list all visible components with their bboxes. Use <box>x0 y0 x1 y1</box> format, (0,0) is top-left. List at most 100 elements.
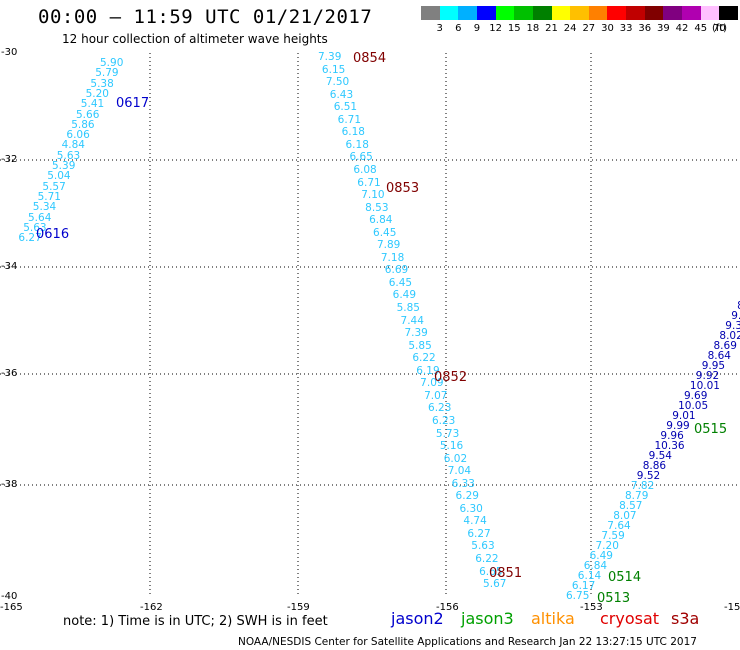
swh-value: 6.71 <box>337 113 362 126</box>
swh-value: 7.10 <box>361 189 385 202</box>
swh-value: 6.19 <box>416 364 440 377</box>
swh-value: 7.39 <box>318 51 342 63</box>
swh-value: 6.71 <box>357 176 381 189</box>
scale-swatch <box>719 6 739 20</box>
scale-label: 6 <box>455 23 462 34</box>
swh-value: 10.36 <box>654 440 685 452</box>
scale-label: 12 <box>489 23 502 34</box>
swh-value: 6.30 <box>459 502 483 515</box>
swh-value: 6.69 <box>384 264 409 277</box>
swh-value: 6.51 <box>333 101 358 114</box>
swh-value: 6.33 <box>451 477 475 490</box>
swh-value: 6.02 <box>443 452 468 465</box>
swh-value: 7.04 <box>447 465 472 478</box>
swh-value: 9.69 <box>684 390 708 402</box>
scale-swatch <box>644 6 664 20</box>
swh-value: 6.15 <box>321 63 346 76</box>
pass-time-label: 0617 <box>116 96 150 111</box>
swh-value: 8.53 <box>365 201 389 214</box>
scale-swatch <box>607 6 627 20</box>
swh-value: 9. <box>731 310 740 322</box>
swh-value: 8.86 <box>642 460 667 472</box>
swh-value: 9.01 <box>672 410 696 422</box>
swh-value: 6.84 <box>583 560 608 572</box>
swh-value: 6.65 <box>479 565 503 578</box>
swh-value: 9.54 <box>648 450 672 462</box>
swh-value: 6.29 <box>455 490 479 503</box>
latitude-label: -32 <box>1 154 18 165</box>
swh-value: 7.07 <box>424 389 448 402</box>
latitude-label: -30 <box>1 47 18 58</box>
swh-value: 6.49 <box>392 289 417 302</box>
swh-value: 10.05 <box>678 400 709 412</box>
swh-value: 5.04 <box>47 170 71 183</box>
swh-value: 8.69 <box>713 340 737 352</box>
swh-value: 6.84 <box>369 214 393 227</box>
swh-value: 5.85 <box>408 339 432 352</box>
swh-value: 7.50 <box>325 76 350 89</box>
scale-swatch <box>570 6 590 20</box>
scale-label: 33 <box>619 23 633 34</box>
pass-time-label: 0616 <box>36 227 70 242</box>
swh-value: 6.43 <box>329 88 354 101</box>
swh-value: 9.95 <box>701 360 726 372</box>
satellite-s3a: s3a <box>671 609 700 628</box>
swh-value: 6.65 <box>349 151 373 164</box>
swh-value: 7.39 <box>404 327 428 340</box>
swh-value: 6.08 <box>353 163 377 176</box>
swh-value: 7.64 <box>607 520 631 532</box>
swh-value: 5.85 <box>396 302 420 314</box>
swh-value: 6.27 <box>467 527 491 540</box>
satellite-altika: altika <box>531 609 575 628</box>
swh-value: 7.59 <box>601 530 625 542</box>
longitude-label: -15 <box>724 602 740 613</box>
swh-value: 5.63 <box>471 540 495 553</box>
scale-swatch <box>514 6 534 20</box>
swh-value: 6.18 <box>341 126 365 139</box>
satellite-cryosat: cryosat <box>600 609 660 628</box>
satellite-jason2: jason2 <box>391 609 444 628</box>
scale-label: 45 <box>694 23 708 34</box>
latitude-label: -36 <box>1 368 18 379</box>
scale-units: (ft) <box>712 23 728 34</box>
scale-swatch <box>532 6 553 20</box>
swh-value: 6.75 <box>566 590 590 602</box>
scale-swatch <box>700 6 720 20</box>
longitude-label: -156 <box>436 602 459 613</box>
longitude-label: -162 <box>140 602 163 613</box>
swh-value: 5.34 <box>32 201 57 214</box>
swh-value: 5.63 <box>23 221 47 234</box>
swh-value: 8.79 <box>625 490 649 502</box>
swh-value: 8.07 <box>613 510 637 522</box>
swh-value: 6.14 <box>577 570 602 582</box>
scale-label: 9 <box>473 23 481 34</box>
swh-value: 7.18 <box>380 251 405 264</box>
swh-value: 5.38 <box>90 77 114 90</box>
scale-swatch <box>421 6 441 20</box>
scale-label: 15 <box>507 23 521 34</box>
wave-height-color-scale: 3 6 9 12 15 18 21 24 27 30 33 36 39 42 45 70 <box>421 6 739 34</box>
scale-label: 21 <box>545 23 558 34</box>
swh-value: 4.74 <box>463 515 487 528</box>
scale-swatch <box>551 6 571 20</box>
pass-time-label: 0852 <box>434 370 468 385</box>
scale-label: 39 <box>657 23 670 34</box>
swh-value: 9.52 <box>636 470 661 482</box>
credit-line: NOAA/NESDIS Center for Satellite Applica… <box>238 636 697 648</box>
swh-value: 5.86 <box>71 118 95 131</box>
scale-swatch <box>458 6 478 20</box>
swh-value: 6.06 <box>66 129 90 142</box>
scale-label: 70 <box>712 23 726 34</box>
swh-value: 5.90 <box>100 57 124 69</box>
swh-value: 8.57 <box>619 500 643 512</box>
scale-label: 3 <box>436 23 443 34</box>
swh-value: 6.23 <box>428 402 452 415</box>
map-subtitle: 12 hour collection of altimeter wave hei… <box>62 32 328 46</box>
longitude-label: -159 <box>287 602 310 613</box>
map-title: 00:00 – 11:59 UTC 01/21/2017 <box>38 6 373 28</box>
swh-value: 7.20 <box>595 540 619 552</box>
pass-time-label: 0513 <box>597 591 631 606</box>
scale-label: 27 <box>582 23 596 34</box>
swh-value: 7.89 <box>376 239 401 252</box>
scale-swatch <box>495 6 515 20</box>
